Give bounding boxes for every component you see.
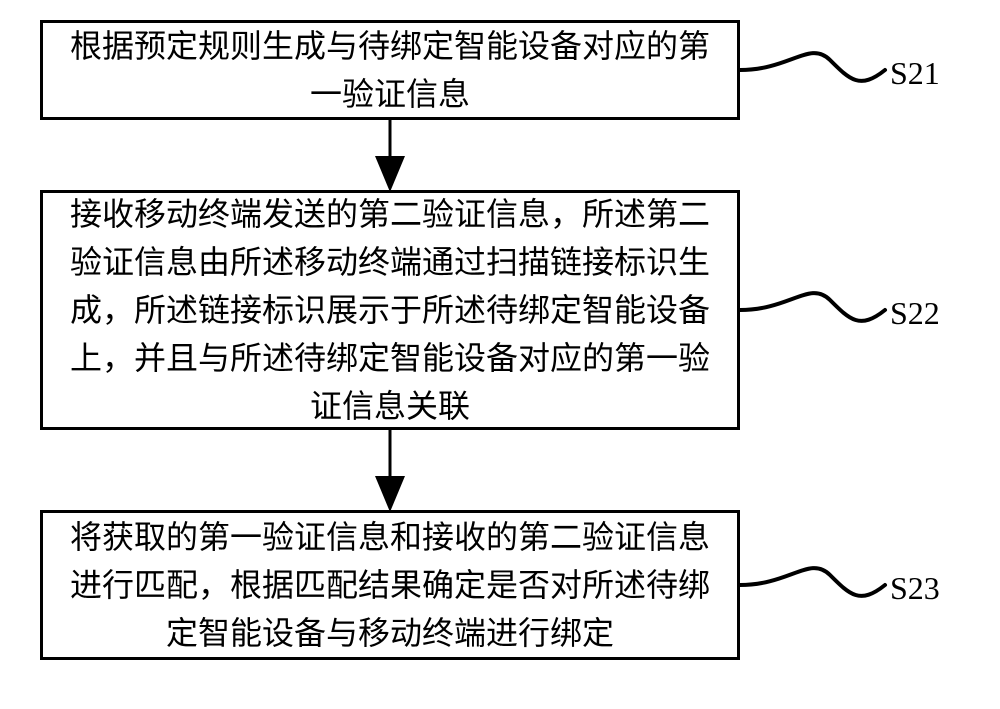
step-label-s22: S22 — [890, 295, 940, 332]
label-connector — [740, 53, 885, 81]
step-text-s23: 将获取的第一验证信息和接收的第二验证信息进行匹配，根据匹配结果确定是否对所述待绑… — [61, 513, 719, 657]
step-text-s21: 根据预定规则生成与待绑定智能设备对应的第一验证信息 — [61, 22, 719, 118]
label-connector — [740, 293, 885, 321]
step-box-s21: 根据预定规则生成与待绑定智能设备对应的第一验证信息 — [40, 20, 740, 120]
flowchart-canvas: 根据预定规则生成与待绑定智能设备对应的第一验证信息 接收移动终端发送的第二验证信… — [0, 0, 1000, 709]
step-text-s22: 接收移动终端发送的第二验证信息，所述第二验证信息由所述移动终端通过扫描链接标识生… — [61, 190, 719, 430]
label-connector — [740, 568, 885, 596]
step-box-s23: 将获取的第一验证信息和接收的第二验证信息进行匹配，根据匹配结果确定是否对所述待绑… — [40, 510, 740, 660]
waves-group — [740, 53, 885, 596]
step-label-s21: S21 — [890, 55, 940, 92]
step-box-s22: 接收移动终端发送的第二验证信息，所述第二验证信息由所述移动终端通过扫描链接标识生… — [40, 190, 740, 430]
step-label-s23: S23 — [890, 570, 940, 607]
